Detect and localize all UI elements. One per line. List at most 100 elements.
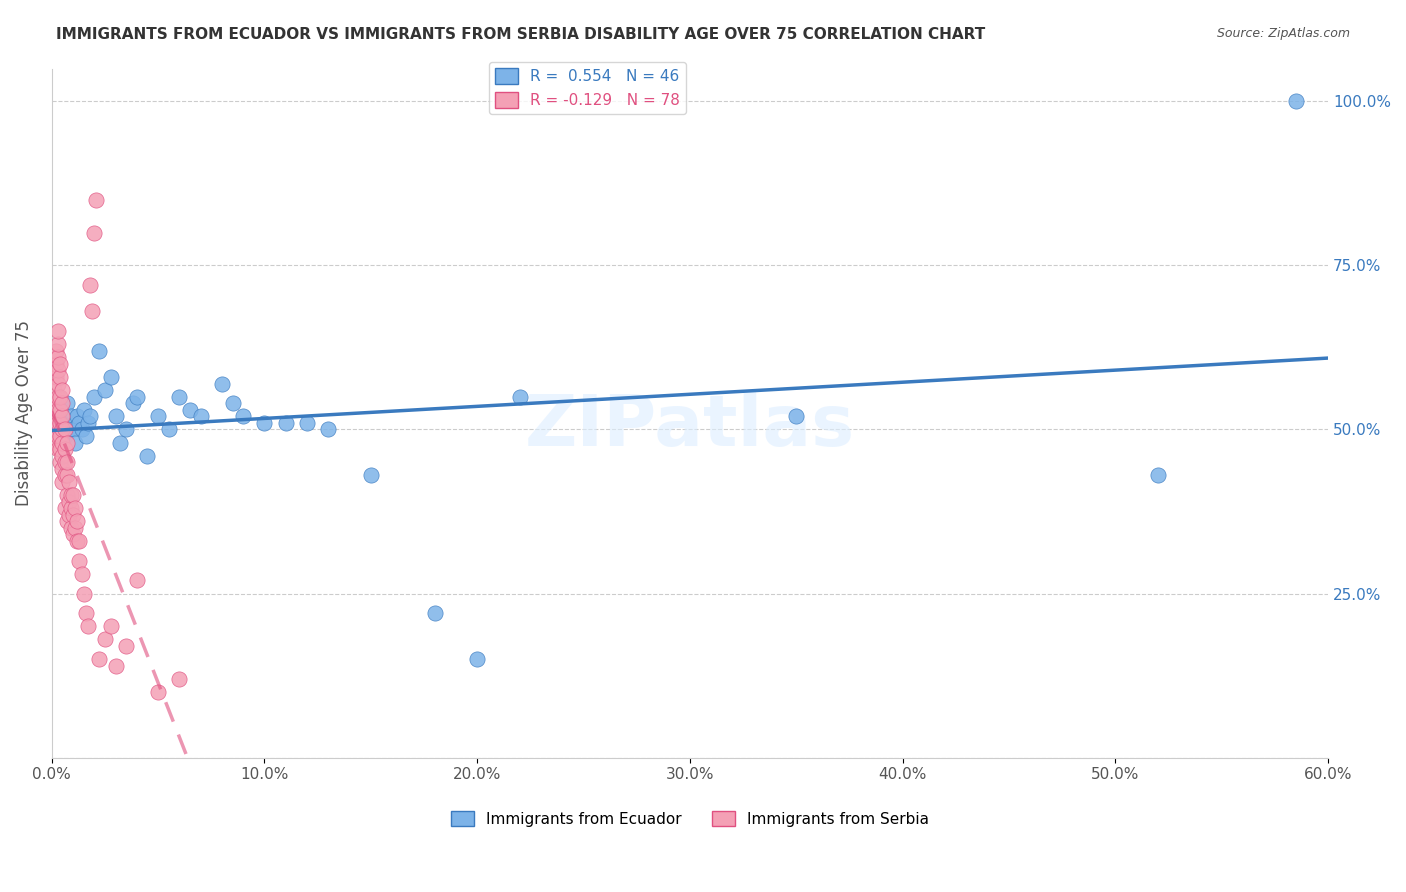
Point <box>45 396 67 410</box>
Point <box>211 376 233 391</box>
Point <box>42 383 65 397</box>
Point <box>58 494 80 508</box>
Point <box>70 566 93 581</box>
Point <box>62 422 84 436</box>
Point <box>63 501 86 516</box>
Point <box>104 409 127 424</box>
Point <box>49 416 72 430</box>
Point <box>75 429 97 443</box>
Point <box>55 435 77 450</box>
Point <box>67 534 90 549</box>
Point <box>87 652 110 666</box>
Point <box>79 278 101 293</box>
Point <box>58 475 80 489</box>
Point <box>66 534 89 549</box>
Point <box>62 527 84 541</box>
Point <box>53 442 76 457</box>
Point <box>55 514 77 528</box>
Point <box>190 409 212 424</box>
Point <box>79 409 101 424</box>
Point <box>49 402 72 417</box>
Point <box>51 409 73 424</box>
Point <box>94 632 117 647</box>
Point <box>82 304 104 318</box>
Point <box>49 402 72 417</box>
Point <box>360 468 382 483</box>
Point <box>221 396 243 410</box>
Point <box>121 396 143 410</box>
Point <box>51 475 73 489</box>
Point <box>108 435 131 450</box>
Point <box>49 357 72 371</box>
Point <box>59 488 82 502</box>
Point <box>59 521 82 535</box>
Point <box>1147 468 1170 483</box>
Point <box>59 409 82 424</box>
Point <box>66 514 89 528</box>
Point <box>51 416 73 430</box>
Point <box>58 422 80 436</box>
Point <box>77 416 100 430</box>
Point <box>169 390 191 404</box>
Point <box>63 435 86 450</box>
Point <box>45 357 67 371</box>
Point <box>1285 95 1308 109</box>
Point <box>46 324 69 338</box>
Point <box>45 370 67 384</box>
Point <box>58 508 80 522</box>
Point <box>55 488 77 502</box>
Point <box>77 619 100 633</box>
Point <box>70 422 93 436</box>
Point <box>45 343 67 358</box>
Point <box>55 396 77 410</box>
Point <box>316 422 339 436</box>
Point <box>104 658 127 673</box>
Point <box>53 501 76 516</box>
Point <box>42 396 65 410</box>
Point <box>42 409 65 424</box>
Point <box>100 370 122 384</box>
Point <box>46 337 69 351</box>
Point <box>46 363 69 377</box>
Point <box>55 455 77 469</box>
Point <box>75 606 97 620</box>
Point <box>63 521 86 535</box>
Point <box>83 390 105 404</box>
Point <box>51 449 73 463</box>
Legend: Immigrants from Ecuador, Immigrants from Serbia: Immigrants from Ecuador, Immigrants from… <box>444 805 935 832</box>
Point <box>46 390 69 404</box>
Point <box>785 409 807 424</box>
Point <box>232 409 254 424</box>
Point <box>53 429 76 443</box>
Point <box>115 422 138 436</box>
Point <box>49 455 72 469</box>
Point <box>59 501 82 516</box>
Point <box>157 422 180 436</box>
Point <box>49 442 72 457</box>
Point <box>46 402 69 417</box>
Point <box>46 351 69 365</box>
Point <box>274 416 297 430</box>
Point <box>146 685 169 699</box>
Text: ZIPatlas: ZIPatlas <box>524 392 855 461</box>
Point <box>67 554 90 568</box>
Point <box>49 390 72 404</box>
Point <box>169 672 191 686</box>
Point <box>423 606 446 620</box>
Point <box>94 383 117 397</box>
Point <box>146 409 169 424</box>
Point <box>62 508 84 522</box>
Point <box>86 193 108 207</box>
Point <box>45 435 67 450</box>
Point <box>51 396 73 410</box>
Text: Source: ZipAtlas.com: Source: ZipAtlas.com <box>1216 27 1350 40</box>
Point <box>73 402 96 417</box>
Point <box>115 639 138 653</box>
Point <box>55 468 77 483</box>
Point <box>45 409 67 424</box>
Point <box>295 416 318 430</box>
Point <box>66 409 89 424</box>
Point <box>465 652 488 666</box>
Point <box>87 343 110 358</box>
Point <box>253 416 276 430</box>
